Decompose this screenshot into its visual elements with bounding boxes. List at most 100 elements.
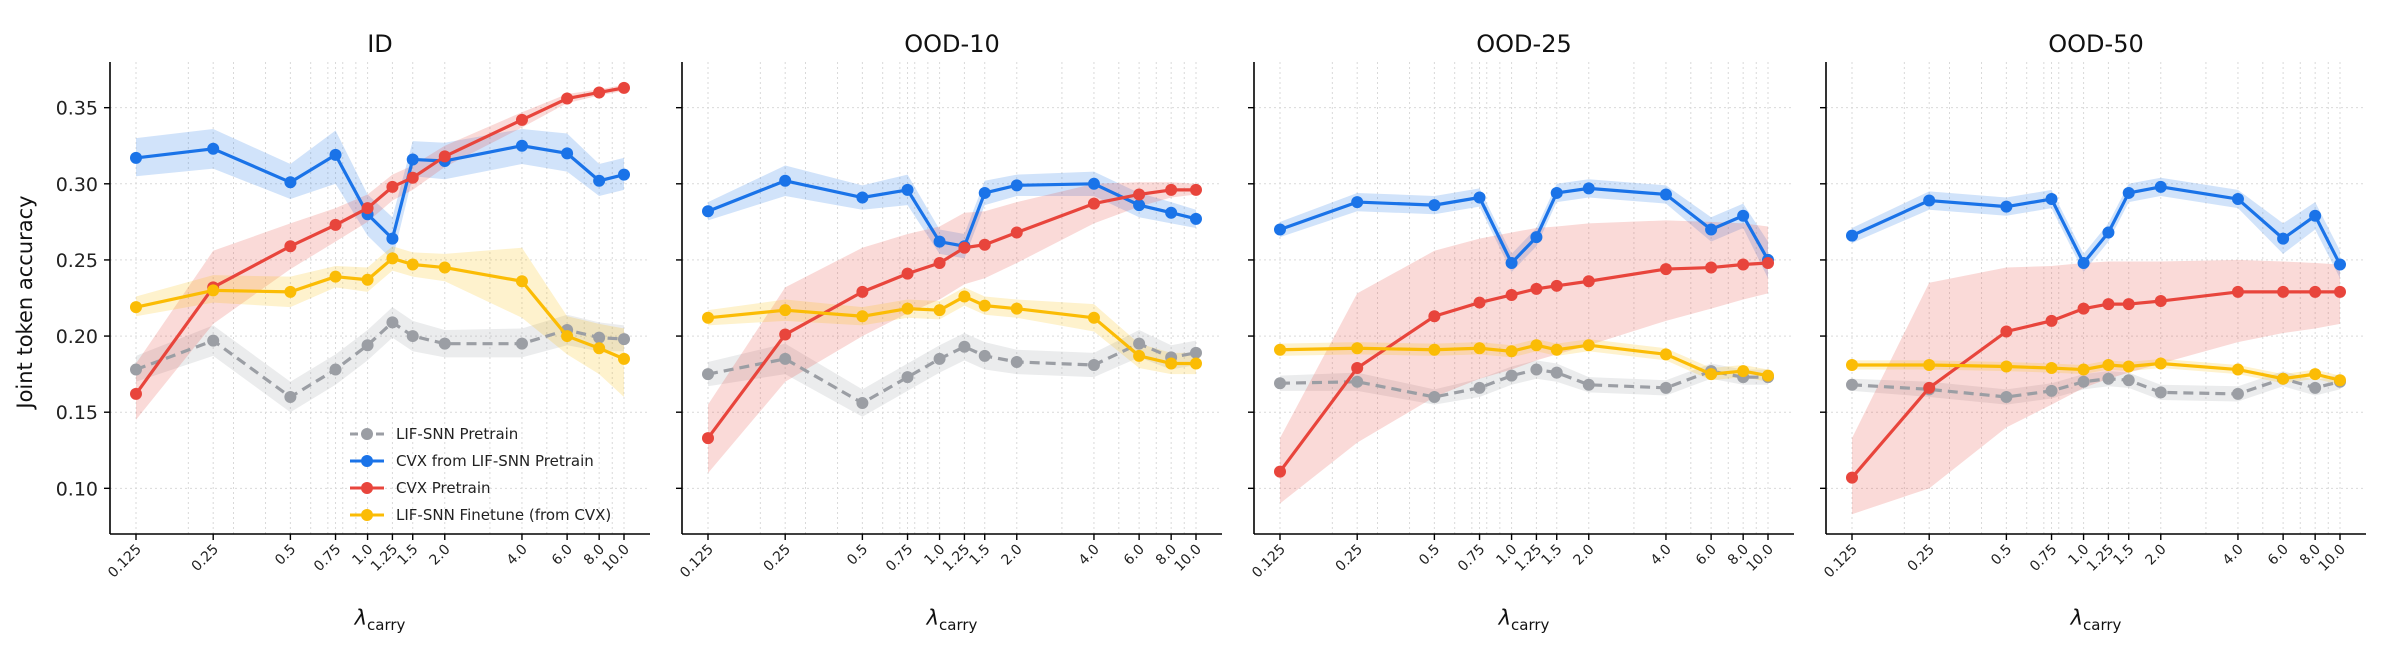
data-point	[2122, 298, 2135, 311]
data-point	[958, 340, 971, 353]
data-point	[406, 153, 419, 166]
x-tick-label: 1.5	[2110, 542, 2137, 569]
data-point	[978, 299, 991, 312]
data-point	[284, 285, 297, 298]
data-point	[1010, 226, 1023, 239]
data-point	[779, 174, 792, 187]
data-point	[561, 92, 574, 105]
data-point	[1351, 196, 1364, 209]
x-tick-label: 0.25	[1333, 542, 1366, 575]
confidence-band	[136, 307, 624, 413]
legend-label: CVX Pretrain	[396, 479, 491, 497]
legend-label: LIF-SNN Pretrain	[396, 425, 518, 443]
data-point	[130, 363, 142, 376]
data-point	[1737, 258, 1750, 271]
data-point	[515, 337, 528, 350]
series-line	[1279, 367, 1768, 399]
data-point	[1846, 229, 1858, 242]
data-point	[2309, 285, 2322, 298]
x-tick-label: 0.125	[677, 542, 717, 582]
data-point	[933, 352, 946, 365]
panel-ood-10: 0.125 0.25 0.5 0.75 1.01.251.5 2.0 4.0 6.0 8.010…	[676, 30, 1222, 634]
data-point	[386, 252, 399, 265]
panel-title: OOD-25	[1476, 30, 1571, 58]
confidence-band	[136, 246, 624, 397]
data-point	[2102, 358, 2115, 371]
legend-label: CVX from LIF-SNN Pretrain	[396, 452, 594, 470]
data-point	[933, 256, 946, 269]
data-point	[1274, 377, 1286, 390]
data-point	[1133, 188, 1146, 201]
x-tick-label: 0.5	[1988, 542, 2015, 569]
data-point	[901, 371, 914, 384]
data-point	[702, 432, 714, 445]
data-point	[933, 235, 946, 248]
data-point	[515, 139, 528, 152]
data-point	[1087, 358, 1100, 371]
panels: 0.10 0.15 0.20 0.25 0.30 0.35 0.125 0.25 0.5 0.75…	[56, 30, 2366, 634]
data-point	[207, 284, 220, 297]
confidence-band	[136, 128, 624, 260]
data-point	[1473, 296, 1486, 309]
data-point	[1274, 465, 1286, 478]
data-point	[2334, 285, 2346, 298]
data-point	[702, 311, 714, 324]
data-point	[2077, 363, 2090, 376]
data-point	[933, 304, 946, 317]
x-tick-label: 0.125	[105, 542, 145, 582]
x-tick-label: 0.25	[761, 542, 794, 575]
data-point	[1582, 182, 1595, 195]
data-point	[702, 368, 714, 381]
data-point	[1923, 194, 1936, 207]
data-point	[2077, 256, 2090, 269]
data-point	[901, 267, 914, 280]
data-point	[2334, 374, 2346, 387]
data-point	[561, 330, 574, 343]
legend-marker	[361, 482, 373, 494]
x-tick-label: 4.0	[2220, 542, 2247, 569]
y-tick-label: 0.25	[56, 250, 98, 272]
x-tick-label: 0.75	[311, 542, 344, 575]
legend-label: LIF-SNN Finetune (from CVX)	[396, 506, 611, 524]
panel-title: OOD-10	[904, 30, 999, 58]
x-tick-label: 0.5	[844, 542, 871, 569]
data-point	[2231, 193, 2244, 206]
data-point	[2334, 258, 2346, 271]
x-tick-label: 1.5	[1538, 542, 1565, 569]
data-point	[1473, 381, 1486, 394]
x-axis-label: λcarry	[2070, 606, 2122, 634]
data-point	[1010, 355, 1023, 368]
panel-title: ID	[367, 30, 393, 58]
data-point	[386, 316, 399, 329]
data-point	[1659, 381, 1672, 394]
data-point	[593, 174, 606, 187]
data-point	[2102, 372, 2115, 385]
data-point	[329, 363, 342, 376]
x-tick-label: 0.25	[1905, 542, 1938, 575]
confidence-band	[1280, 360, 1768, 405]
data-point	[1473, 191, 1486, 204]
data-point	[386, 180, 399, 193]
data-point	[207, 142, 220, 155]
data-point	[856, 191, 869, 204]
data-point	[856, 310, 869, 323]
data-point	[1659, 263, 1672, 276]
x-tick-label: 0.5	[272, 542, 299, 569]
data-point	[2077, 375, 2090, 388]
data-point	[2045, 384, 2058, 397]
data-point	[361, 339, 374, 352]
x-tick-label: 0.125	[1821, 542, 1861, 582]
data-point	[978, 238, 991, 251]
x-tick-label: 2.0	[2143, 542, 2170, 569]
data-point	[2277, 232, 2290, 245]
data-point	[130, 151, 142, 164]
data-point	[2045, 193, 2058, 206]
data-point	[561, 147, 574, 160]
data-point	[406, 258, 419, 271]
data-point	[1530, 231, 1543, 244]
data-point	[1010, 179, 1023, 192]
data-point	[1659, 188, 1672, 201]
y-tick-label: 0.20	[56, 326, 98, 348]
series-line	[135, 144, 625, 241]
panel-ood-50: 0.125 0.25 0.5 0.75 1.01.251.5 2.0 4.0 6.0 8.010…	[1820, 30, 2366, 634]
